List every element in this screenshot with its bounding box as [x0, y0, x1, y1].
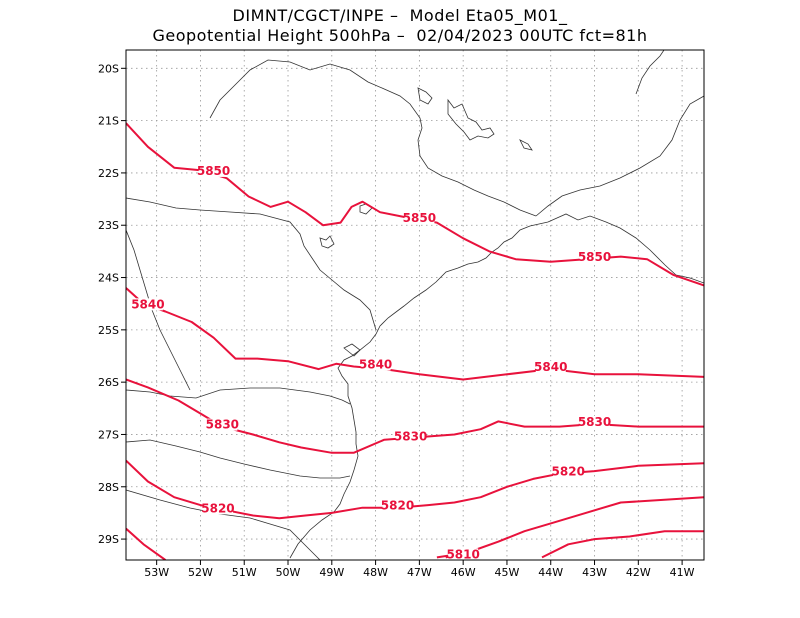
latitude-axis: 20S 21S 22S 23S 24S 25S 26S 27S 28S 29S [98, 62, 126, 546]
contour-label-5850: 5850 [197, 164, 230, 178]
contour-label-bg [579, 251, 610, 264]
lon-tick-label: 48W [363, 566, 388, 579]
lon-tick-label: 43W [582, 566, 607, 579]
contour-line-5810 [126, 527, 166, 560]
lon-tick-label: 49W [319, 566, 344, 579]
lat-tick-label: 20S [98, 62, 119, 75]
lon-tick-label: 50W [276, 566, 301, 579]
lon-tick-label: 44W [538, 566, 563, 579]
map-title-line-1: DIMNT/CGCT/INPE – Model Eta05_M01_ [232, 6, 568, 25]
contour-label-bg [395, 430, 426, 443]
contour-label-5840: 5840 [359, 357, 392, 371]
contour-label-5820: 5820 [201, 501, 234, 515]
contour-label-layer: 5850 5850 5850 5840 5840 5840 5830 5830 5830 5820… [131, 164, 611, 561]
lon-tick-label: 41W [670, 566, 695, 579]
longitude-axis: 53W 52W 51W 50W 49W 48W 47W 46W 45W 44W 43W 42W 41W [144, 560, 695, 579]
contour-label-5820: 5820 [381, 499, 414, 513]
contour-line-5810 [445, 496, 704, 559]
map-frame [125, 49, 705, 561]
contour-label-5840: 5840 [131, 297, 164, 311]
contour-label-bg [579, 416, 610, 428]
lat-tick-label: 23S [98, 219, 119, 232]
coastline-and-borders [126, 50, 704, 560]
contour-label-bg [202, 502, 233, 515]
contour-label-bg [207, 418, 238, 431]
contour-label-5810: 5810 [446, 547, 479, 561]
contour-label-5830: 5830 [578, 415, 611, 429]
lon-tick-label: 42W [626, 566, 651, 579]
contour-line-5840 [126, 287, 704, 381]
map-title-line-2: Geopotential Height 500hPa – 02/04/2023 … [152, 26, 648, 45]
contour-label-5830: 5830 [206, 418, 239, 432]
contour-label-bg [198, 164, 229, 177]
lat-tick-label: 29S [98, 533, 119, 546]
contour-line-5810 [541, 530, 704, 559]
contour-label-5830: 5830 [394, 430, 427, 444]
contour-label-bg [404, 212, 435, 224]
lon-tick-label: 46W [451, 566, 476, 579]
contour-label-5840: 5840 [534, 360, 567, 374]
lon-tick-label: 47W [407, 566, 432, 579]
lon-tick-label: 45W [495, 566, 520, 579]
lat-tick-label: 25S [98, 324, 119, 337]
contour-line-5850 [126, 122, 704, 287]
contour-layer [126, 122, 704, 560]
graticule [126, 50, 704, 560]
lon-tick-label: 52W [188, 566, 213, 579]
contour-label-5850: 5850 [578, 250, 611, 264]
lat-tick-label: 21S [98, 115, 119, 128]
contour-label-5850: 5850 [403, 211, 436, 225]
contour-label-bg [535, 361, 566, 374]
lon-tick-label: 51W [232, 566, 257, 579]
contour-label-bg [553, 465, 584, 478]
coastline [289, 213, 704, 559]
contour-label-bg [360, 358, 391, 371]
contour-label-bg [382, 499, 413, 512]
lat-tick-label: 22S [98, 167, 119, 180]
contour-label-bg [132, 298, 163, 311]
lon-tick-label: 53W [144, 566, 169, 579]
lat-tick-label: 28S [98, 481, 119, 494]
lat-tick-label: 27S [98, 428, 119, 441]
lat-tick-label: 26S [98, 376, 119, 389]
contour-label-bg [448, 548, 479, 561]
lat-tick-label: 24S [98, 272, 119, 285]
contour-label-5820: 5820 [552, 465, 585, 479]
contour-line-5830 [126, 378, 704, 454]
